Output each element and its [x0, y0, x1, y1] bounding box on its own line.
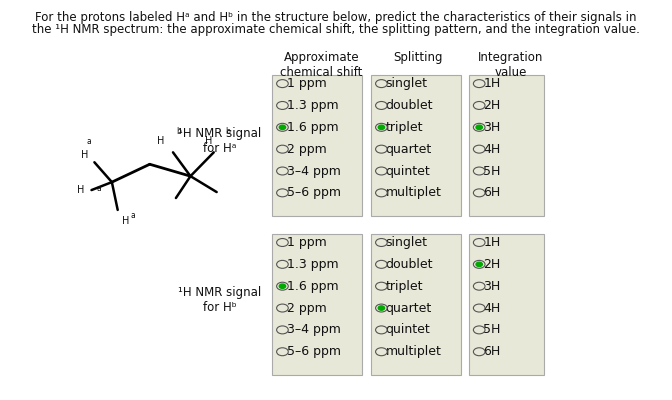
Text: Splitting: Splitting — [392, 51, 442, 64]
Text: Approximate
chemical shift: Approximate chemical shift — [280, 51, 363, 79]
Text: singlet: singlet — [386, 236, 427, 249]
Text: the ¹H NMR spectrum: the approximate chemical shift, the splitting pattern, and : the ¹H NMR spectrum: the approximate che… — [32, 23, 640, 36]
FancyBboxPatch shape — [272, 234, 362, 375]
Text: Integration
value: Integration value — [478, 51, 544, 79]
Text: quintet: quintet — [386, 323, 430, 336]
Text: For the protons labeled Hᵃ and Hᵇ in the structure below, predict the characteri: For the protons labeled Hᵃ and Hᵇ in the… — [35, 11, 637, 24]
Text: 2 ppm: 2 ppm — [286, 143, 327, 156]
Text: 3–4 ppm: 3–4 ppm — [286, 323, 341, 336]
Text: singlet: singlet — [386, 77, 427, 90]
Text: 4H: 4H — [483, 302, 501, 314]
Circle shape — [280, 125, 286, 130]
Text: triplet: triplet — [386, 121, 423, 134]
Text: 1.6 ppm: 1.6 ppm — [286, 121, 338, 134]
Text: 1.3 ppm: 1.3 ppm — [286, 258, 338, 271]
FancyBboxPatch shape — [469, 75, 544, 216]
FancyBboxPatch shape — [469, 234, 544, 375]
Text: 1 ppm: 1 ppm — [286, 77, 327, 90]
Text: 1H: 1H — [483, 77, 501, 90]
FancyBboxPatch shape — [371, 234, 461, 375]
Text: 2 ppm: 2 ppm — [286, 302, 327, 314]
Text: a: a — [96, 184, 101, 193]
Text: ¹H NMR signal
for Hᵃ: ¹H NMR signal for Hᵃ — [178, 128, 261, 156]
Text: multiplet: multiplet — [386, 345, 442, 358]
Circle shape — [378, 125, 384, 130]
Text: a: a — [87, 137, 91, 146]
Text: H: H — [81, 150, 89, 160]
Circle shape — [476, 125, 482, 130]
Text: H: H — [205, 136, 212, 146]
Text: 3–4 ppm: 3–4 ppm — [286, 164, 341, 178]
Text: 1.3 ppm: 1.3 ppm — [286, 99, 338, 112]
Text: 5–6 ppm: 5–6 ppm — [286, 186, 341, 199]
Text: 3H: 3H — [483, 280, 501, 293]
Text: 2H: 2H — [483, 99, 501, 112]
FancyBboxPatch shape — [272, 75, 362, 216]
Text: multiplet: multiplet — [386, 186, 442, 199]
Text: H: H — [157, 136, 164, 146]
Text: 5H: 5H — [483, 164, 501, 178]
Text: H: H — [122, 216, 130, 226]
Text: triplet: triplet — [386, 280, 423, 293]
Circle shape — [280, 284, 286, 288]
Text: ¹H NMR signal
for Hᵇ: ¹H NMR signal for Hᵇ — [178, 286, 261, 314]
Text: 6H: 6H — [483, 186, 501, 199]
Text: a: a — [130, 211, 135, 220]
Text: b: b — [225, 128, 230, 136]
Text: b: b — [176, 128, 181, 136]
Text: 2H: 2H — [483, 258, 501, 271]
Text: 1H: 1H — [483, 236, 501, 249]
Text: 5H: 5H — [483, 323, 501, 336]
Text: 3H: 3H — [483, 121, 501, 134]
Text: quintet: quintet — [386, 164, 430, 178]
Text: 5–6 ppm: 5–6 ppm — [286, 345, 341, 358]
Text: 1.6 ppm: 1.6 ppm — [286, 280, 338, 293]
Text: 1 ppm: 1 ppm — [286, 236, 327, 249]
Text: H: H — [77, 185, 84, 195]
Text: quartet: quartet — [386, 143, 431, 156]
Text: 4H: 4H — [483, 143, 501, 156]
Text: quartet: quartet — [386, 302, 431, 314]
Text: doublet: doublet — [386, 258, 433, 271]
Circle shape — [476, 262, 482, 266]
FancyBboxPatch shape — [371, 75, 461, 216]
Circle shape — [378, 306, 384, 310]
Text: doublet: doublet — [386, 99, 433, 112]
Text: 6H: 6H — [483, 345, 501, 358]
